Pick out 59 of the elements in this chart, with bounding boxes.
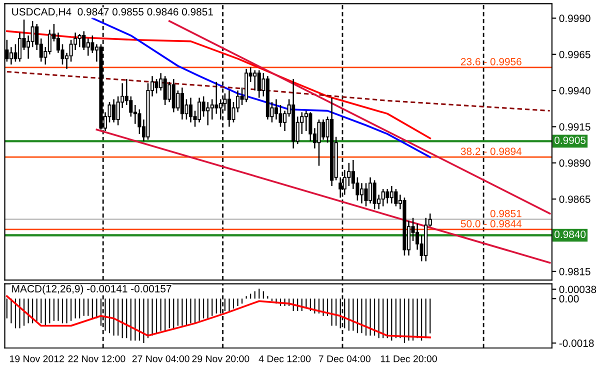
- annotation: 23.6 - 0.9956: [461, 58, 522, 66]
- y-tick-label: 0.9915: [559, 123, 590, 131]
- ref-line-label: 0.9840: [554, 230, 586, 238]
- line-series: [6, 30, 432, 140]
- candlestick: [133, 104, 137, 124]
- candlestick: [163, 75, 167, 106]
- candlestick: [30, 20, 34, 48]
- candlestick: [86, 38, 90, 56]
- candlestick: [394, 188, 398, 207]
- y-tick-label: 0.00038: [559, 286, 596, 294]
- chart-title: USDCAD,H4 0.9847 0.9855 0.9846 0.9851: [12, 8, 213, 17]
- candlestick: [180, 87, 184, 120]
- line-series: [6, 70, 551, 112]
- candlestick: [381, 188, 385, 207]
- candlestick: [138, 108, 142, 135]
- x-tick-label: 4 Dec 12:00: [258, 355, 311, 362]
- chart-title: MACD(12,26,9) -0.00141 -0.00157: [12, 284, 172, 294]
- x-tick-label: 7 Dec 04:00: [318, 355, 370, 362]
- y-tick-label: 0.9940: [559, 87, 590, 94]
- y-tick-label: -0.0018: [559, 340, 594, 347]
- y-tick-label: 0.9965: [559, 50, 590, 58]
- y-tick-label: 0.9890: [559, 159, 590, 167]
- x-tick-label: 19 Nov 2012: [10, 355, 64, 362]
- x-tick-label: 29 Nov 20:00: [192, 355, 250, 362]
- annotation: 50.0 - 0.9844: [460, 220, 522, 228]
- candlestick: [154, 78, 158, 94]
- candlestick: [82, 30, 86, 51]
- candlestick: [9, 46, 13, 66]
- annotation: 0.9851: [490, 210, 522, 218]
- candlestick: [18, 32, 22, 62]
- y-tick-label: 0.9990: [559, 14, 590, 22]
- y-tick-label: 0.9815: [559, 268, 590, 276]
- candlestick: [390, 185, 394, 204]
- candlestick: [129, 96, 133, 118]
- candlestick: [210, 98, 214, 120]
- candlestick: [90, 34, 94, 54]
- candlestick: [364, 182, 368, 207]
- x-tick-label: 11 Dec 20:00: [380, 355, 437, 362]
- candlestick: [321, 118, 326, 140]
- line-series: [6, 295, 432, 338]
- candlestick: [188, 97, 193, 123]
- candlestick: [48, 29, 52, 55]
- x-tick-label: 27 Nov 04:00: [132, 355, 190, 362]
- candlestick: [257, 70, 261, 98]
- y-tick-label: 0.9865: [559, 196, 590, 203]
- y-tick-label: 0.00: [559, 295, 579, 303]
- ref-line-label: 0.9905: [554, 136, 586, 144]
- candlestick: [172, 78, 176, 113]
- candlestick: [206, 101, 210, 126]
- candlestick: [386, 188, 390, 204]
- annotation: 38.2 - 0.9894: [460, 148, 522, 156]
- candlestick: [304, 110, 308, 132]
- candlestick: [214, 81, 218, 114]
- candlestick: [317, 118, 321, 166]
- candlestick: [308, 112, 312, 142]
- candlestick: [78, 33, 82, 48]
- candlestick: [372, 180, 376, 210]
- candlestick: [253, 70, 257, 92]
- x-tick-label: 22 Nov 12:00: [68, 355, 126, 362]
